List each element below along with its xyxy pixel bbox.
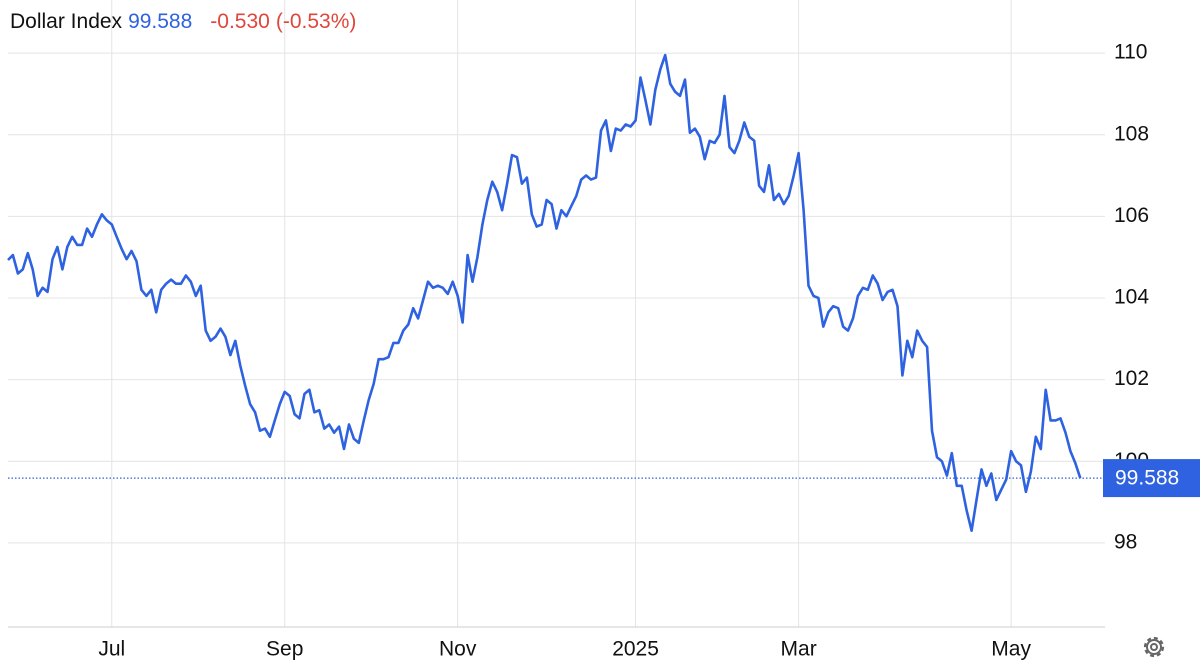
price-line (7, 53, 1082, 532)
x-tick-label: 2025 (612, 638, 659, 661)
y-tick-label: 108 (1114, 122, 1149, 145)
x-tick-label: May (991, 638, 1031, 661)
gear-ring (1146, 639, 1162, 655)
change: -0.530 (210, 10, 270, 33)
x-tick-label: Sep (266, 638, 303, 661)
gear-hub (1150, 643, 1158, 651)
last-value-tag (1103, 459, 1200, 498)
y-tick-label: 102 (1114, 367, 1149, 390)
last-value-tag-label: 99.588 (1115, 467, 1179, 490)
change-percent: (-0.53%) (276, 10, 357, 33)
y-tick-label: 104 (1114, 286, 1149, 309)
y-tick-label: 98 (1114, 530, 1137, 553)
x-tick-label: Jul (98, 638, 125, 661)
last-value: 99.588 (128, 10, 192, 33)
x-tick-label: Nov (439, 638, 477, 661)
chart-title: Dollar Index 99.588 -0.530 (-0.53%) (10, 10, 356, 33)
x-tick-label: Mar (781, 638, 817, 661)
gear-teeth (1143, 636, 1165, 658)
y-tick-label: 106 (1114, 204, 1149, 227)
title: Dollar Index (10, 10, 123, 33)
y-tick-label: 110 (1114, 41, 1147, 64)
settings-icon[interactable] (1143, 636, 1165, 658)
